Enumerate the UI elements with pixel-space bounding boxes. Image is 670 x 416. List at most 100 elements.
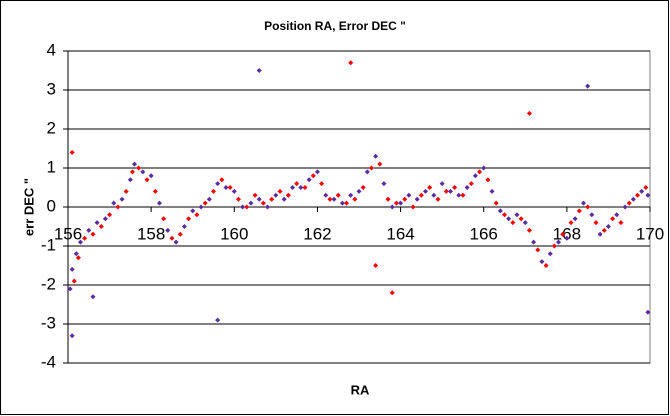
point [514,212,520,218]
point [186,216,192,222]
point [368,165,374,171]
point [156,200,162,206]
point [90,294,96,300]
point [173,239,179,245]
y-tick-label: 2 [47,118,56,137]
point [348,60,354,66]
point [219,177,225,183]
point [256,68,262,73]
point [572,216,578,222]
point [589,212,595,218]
point [597,231,603,237]
point [67,286,73,292]
point [622,204,628,210]
point [414,196,420,202]
point [645,309,651,315]
point [543,263,549,268]
point [69,266,75,272]
point [73,251,79,257]
point [265,204,271,210]
point [165,227,171,233]
point [344,200,350,206]
point [82,235,88,241]
point [140,169,146,175]
point [381,181,387,187]
point [406,192,412,198]
point [481,165,487,171]
point [256,196,262,202]
point [522,220,528,226]
point [127,177,133,183]
point [69,333,75,339]
point [360,185,366,190]
point [547,251,553,257]
point [244,204,250,210]
point [223,185,229,190]
point [277,188,283,194]
point [518,216,524,222]
point [427,185,433,190]
y-tick-label: 4 [47,40,56,59]
point [601,227,607,233]
point [402,196,408,202]
point [161,216,167,222]
point [393,200,399,206]
point [497,208,503,214]
point [431,192,437,198]
point [443,188,449,194]
point [352,196,358,202]
point [198,204,204,210]
point [452,185,458,190]
point [115,204,121,210]
point [98,224,104,229]
y-tick-label: -1 [41,235,56,254]
point [439,181,445,187]
point [348,192,354,198]
y-tick-label: -2 [41,274,56,293]
point [373,263,379,268]
point [593,220,599,226]
x-tick-label: 164 [386,224,414,243]
point [285,192,291,198]
point [585,83,591,89]
point [227,185,233,190]
point [75,255,81,261]
point [240,204,246,210]
point [614,212,620,218]
point [252,192,258,198]
point [132,161,138,167]
point [580,200,586,206]
point [460,192,466,198]
point [447,188,453,194]
point [211,188,216,194]
point [364,169,370,175]
point [102,216,108,222]
point [389,290,395,296]
point [260,200,266,206]
y-tick-label: 1 [47,157,56,176]
point [373,153,379,159]
point [418,192,424,198]
point [306,177,312,183]
y-tick-label: 0 [47,196,56,215]
point [169,235,175,241]
point [643,185,649,190]
point [605,224,611,229]
point [202,200,208,206]
point [129,169,135,175]
point [181,224,187,229]
point [526,110,532,116]
point [294,181,300,187]
point [626,200,632,206]
point [235,196,241,202]
point [323,192,329,198]
point [568,220,574,226]
point [281,196,287,202]
point [123,188,129,194]
point [510,220,516,226]
point [410,204,416,210]
x-tick-label: 170 [636,224,664,243]
point [535,247,541,253]
point [314,169,320,175]
point [94,220,100,226]
